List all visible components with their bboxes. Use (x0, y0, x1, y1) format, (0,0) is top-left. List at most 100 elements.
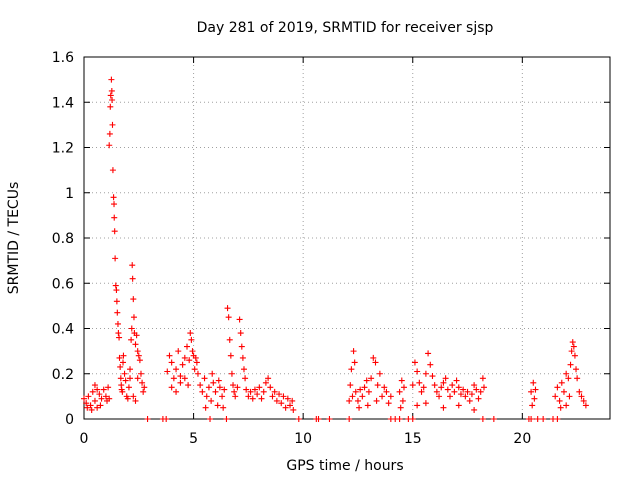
data-point (249, 395, 256, 402)
data-point (83, 400, 90, 407)
data-point (209, 370, 216, 377)
data-point (107, 92, 114, 99)
data-point (226, 336, 233, 343)
data-point (326, 416, 333, 422)
data-point (91, 397, 98, 404)
data-point (460, 386, 467, 393)
data-point (468, 391, 475, 398)
y-tick-label: 1.6 (52, 50, 74, 66)
data-point (98, 395, 105, 402)
data-point (295, 416, 302, 422)
data-point (409, 382, 416, 389)
data-point (219, 393, 226, 400)
data-point (216, 384, 223, 391)
data-point (528, 388, 535, 395)
y-tick-label: 0 (65, 412, 74, 428)
x-tick-label: 10 (294, 431, 312, 447)
y-tick-label: 1.4 (52, 95, 74, 111)
data-point (420, 384, 427, 391)
data-point (140, 388, 147, 395)
data-point (220, 404, 227, 411)
data-point (471, 406, 478, 413)
data-point (141, 384, 148, 391)
data-point (125, 384, 132, 391)
data-point (455, 384, 462, 391)
data-point (582, 402, 589, 409)
data-point (554, 416, 561, 422)
data-point (368, 375, 375, 382)
data-point (399, 397, 406, 404)
data-point (480, 384, 487, 391)
data-point (186, 357, 193, 364)
data-point (422, 400, 429, 407)
data-point (112, 255, 119, 262)
data-point (208, 397, 215, 404)
data-point (164, 368, 171, 375)
data-point (201, 375, 208, 382)
data-point (258, 395, 265, 402)
y-tick-label: 0.6 (52, 276, 74, 292)
plot-frame (83, 56, 611, 420)
data-point (455, 402, 462, 409)
y-axis-label: SRMTID / TECUs (6, 182, 22, 295)
data-point (87, 402, 94, 409)
data-point (409, 416, 416, 422)
data-point (578, 393, 585, 400)
data-point (447, 393, 454, 400)
data-point (385, 400, 392, 407)
data-point (113, 298, 120, 305)
data-point (370, 354, 377, 361)
data-point (396, 416, 403, 422)
data-point (422, 370, 429, 377)
data-point (136, 357, 143, 364)
data-point (381, 384, 388, 391)
data-point (105, 384, 112, 391)
data-point (357, 386, 364, 393)
data-point (189, 348, 196, 355)
data-point (568, 348, 575, 355)
data-point (245, 393, 252, 400)
data-point (114, 309, 121, 316)
data-point (144, 416, 151, 422)
data-point (181, 354, 188, 361)
data-point (346, 416, 353, 422)
data-point (475, 395, 482, 402)
data-point (236, 316, 243, 323)
data-point (372, 359, 379, 366)
data-point (373, 397, 380, 404)
data-point (231, 388, 238, 395)
data-point (418, 388, 425, 395)
data-point (284, 395, 291, 402)
data-point (108, 76, 115, 83)
data-point (128, 325, 135, 332)
data-point (580, 397, 587, 404)
data-point (112, 282, 119, 289)
data-point (130, 314, 137, 321)
data-point (81, 395, 87, 402)
data-point (228, 370, 235, 377)
data-point (132, 341, 139, 348)
data-point (280, 393, 287, 400)
data-point (352, 388, 359, 395)
data-point (243, 386, 250, 393)
data-point (473, 386, 480, 393)
data-point (464, 388, 471, 395)
data-point (109, 167, 116, 174)
data-point (97, 402, 104, 409)
data-point (224, 305, 231, 312)
data-point (96, 391, 103, 398)
x-tick-label: 15 (404, 431, 422, 447)
data-point (127, 375, 134, 382)
data-point (121, 370, 128, 377)
data-point (479, 416, 486, 422)
data-point (187, 330, 194, 337)
data-point (237, 330, 244, 337)
data-point (427, 361, 434, 368)
data-point (210, 379, 217, 386)
data-point (108, 87, 115, 94)
data-point (130, 296, 137, 303)
data-point (262, 379, 269, 386)
data-point (444, 386, 451, 393)
data-point (247, 388, 254, 395)
data-point (365, 388, 372, 395)
